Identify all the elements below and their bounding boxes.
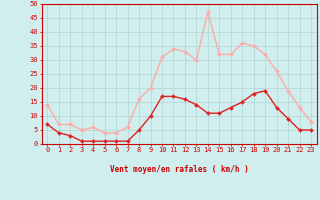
X-axis label: Vent moyen/en rafales ( km/h ): Vent moyen/en rafales ( km/h )	[110, 165, 249, 174]
